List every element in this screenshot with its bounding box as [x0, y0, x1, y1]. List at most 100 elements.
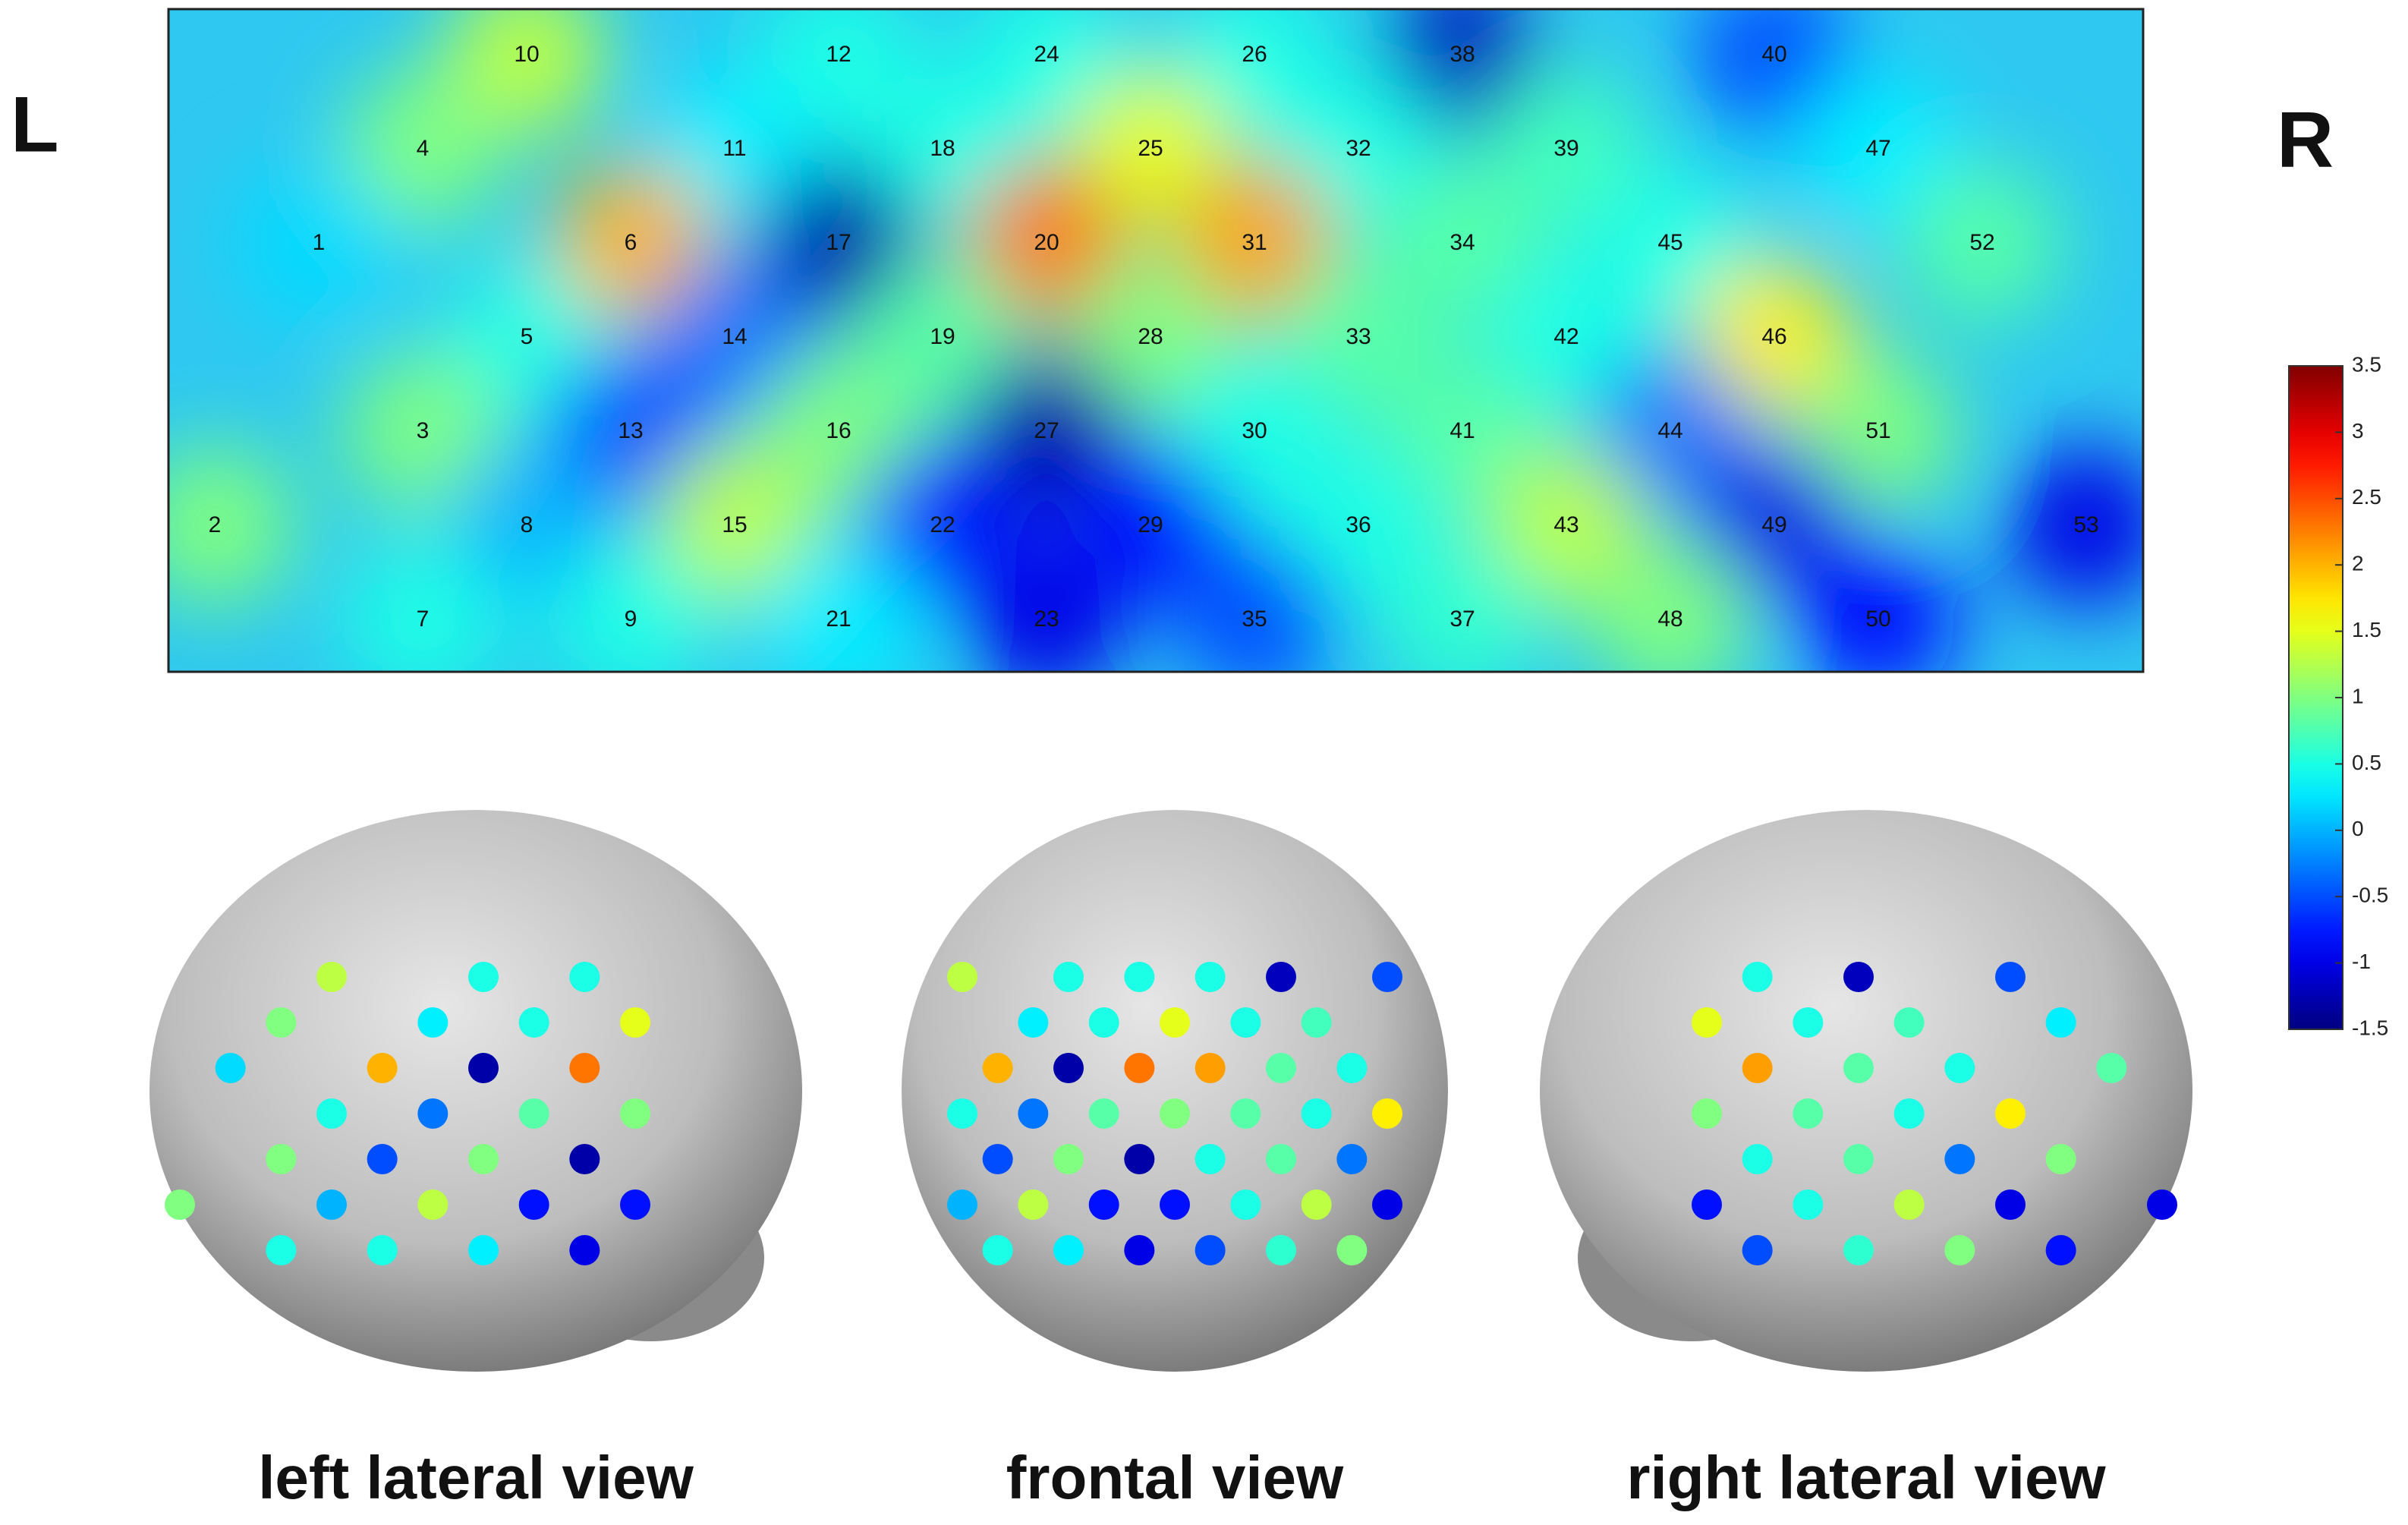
channel-label: 36: [1346, 512, 1371, 537]
brain-channel-dot: [1160, 1007, 1190, 1038]
brain-channel-dot: [1995, 1189, 2026, 1220]
channel-label: 21: [826, 607, 851, 632]
channel-label: 2: [209, 512, 222, 537]
brain-channel-dot: [1124, 1144, 1155, 1174]
heatmap-blob: [1591, 164, 1750, 323]
colorbar-tick-label: -1: [2352, 950, 2371, 973]
channel-label: 30: [1242, 418, 1267, 443]
brain-channel-dot: [1944, 1144, 1975, 1174]
brain-channel-dot: [1053, 962, 1084, 992]
channel-labels: 10 12 24 26 38 404 11 18 25 32 39 471 6 17 20 31 34 45 525…: [209, 42, 2099, 632]
heatmap-blob: [1279, 70, 1438, 229]
heatmap-blob: [863, 446, 1022, 606]
heatmap-blob: [447, 258, 606, 417]
brain-channel-dot: [982, 1235, 1013, 1265]
brain-channel-dot: [266, 1007, 297, 1038]
heatmap-blob: [343, 70, 502, 229]
view-label: left lateral view: [258, 1444, 694, 1511]
brain-channel-dot: [2045, 1007, 2076, 1038]
channel-label: 28: [1138, 324, 1163, 349]
colorbar-ticks: -1.5 -1 -0.5 0 0.5 1 1.5 2 2.5 3 3.5: [2335, 352, 2388, 1039]
brain-channel-dot: [417, 1189, 449, 1220]
brain-channel-dot: [569, 1053, 600, 1083]
brain-channel-dot: [947, 962, 977, 992]
brain-channel-dot: [468, 962, 499, 992]
brain-channel-dot: [1053, 1144, 1084, 1174]
brain-channel-dot: [1195, 1235, 1226, 1265]
heatmap-blob: [863, 70, 1022, 229]
brain-channel-dot: [1995, 1098, 2026, 1129]
brain-channel-dot: [1372, 962, 1402, 992]
brain-channel-dot: [1124, 1235, 1155, 1265]
heatmap-blob: [1799, 540, 1958, 672]
brain-channel-dot: [1088, 1098, 1119, 1129]
brain-channel-dot: [518, 1007, 549, 1038]
heatmap-blob: [759, 164, 918, 323]
heatmap-blob: [2007, 446, 2143, 606]
colorbar-tick-label: 0.5: [2352, 751, 2381, 774]
brain-channel-dot: [1372, 1189, 1402, 1220]
brain-channel-dot: [1336, 1053, 1368, 1083]
brain-channel-dot: [982, 1053, 1013, 1083]
brain-channel-dot: [1793, 1007, 1824, 1038]
colorbar: [2288, 365, 2343, 1030]
channel-label: 37: [1450, 607, 1475, 632]
brain-channel-dot: [1266, 962, 1296, 992]
channel-label: 41: [1450, 418, 1475, 443]
heatmap-blob: [1175, 540, 1334, 672]
channel-label: 18: [930, 136, 955, 161]
channel-label: 49: [1761, 512, 1786, 537]
heatmap-blob: [551, 164, 710, 323]
channel-label: 31: [1242, 230, 1267, 255]
channel-label: 27: [1034, 418, 1059, 443]
brain-channel-dot: [569, 1235, 600, 1265]
brain-channel-dot: [1266, 1235, 1296, 1265]
brain-view: [1540, 810, 2192, 1372]
brain-channel-dot: [367, 1053, 398, 1083]
channel-label: 14: [722, 324, 747, 349]
brain-view: [150, 810, 802, 1372]
brain-channel-dot: [1301, 1098, 1332, 1129]
heatmap-blob: [863, 258, 1022, 417]
heatmap-blob: [343, 540, 502, 672]
heatmap-blob: [1487, 70, 1646, 229]
colorbar-tick-label: 3.5: [2352, 352, 2381, 376]
brain-channel-dot: [569, 962, 600, 992]
heatmap-blob: [343, 352, 502, 512]
brain-channel-dot: [620, 1098, 650, 1129]
brain-channel-dot: [1742, 1144, 1773, 1174]
left-label: L: [11, 80, 59, 169]
channel-label: 10: [514, 42, 539, 67]
channel-label: 40: [1761, 42, 1786, 67]
brain-channel-dot: [518, 1189, 549, 1220]
brain-channel-dot: [518, 1098, 549, 1129]
heatmap-blob: [967, 164, 1126, 323]
brain-channel-dot: [1995, 962, 2026, 992]
colorbar-tick-label: 3: [2352, 419, 2364, 443]
brain-channel-dot: [468, 1235, 499, 1265]
channel-label: 26: [1242, 42, 1267, 67]
heatmap-blob: [168, 446, 294, 606]
brain-channel-dot: [1742, 1053, 1773, 1083]
brain-channel-dot: [1843, 962, 1874, 992]
heatmap-blob: [1591, 540, 1750, 672]
heatmap-blob: [1383, 352, 1542, 512]
heatmap-blob: [1383, 540, 1542, 672]
heatmap-blob: [551, 352, 710, 512]
channel-label: 50: [1865, 607, 1890, 632]
channel-label: 20: [1034, 230, 1059, 255]
heatmap-blob: [1175, 164, 1334, 323]
colorbar-tick-label: -0.5: [2352, 884, 2388, 907]
channel-label: 9: [625, 607, 637, 632]
channel-label: 52: [1969, 230, 1994, 255]
brain-channel-dot: [1692, 1189, 1722, 1220]
heatmap-blob: [447, 446, 606, 606]
brain-channel-dot: [1018, 1189, 1049, 1220]
channel-label: 48: [1657, 607, 1682, 632]
channel-label: 35: [1242, 607, 1267, 632]
channel-label: 1: [313, 230, 326, 255]
brain-channel-dot: [1230, 1189, 1261, 1220]
channel-label: 46: [1761, 324, 1786, 349]
heatmap-blob: [1175, 352, 1334, 512]
